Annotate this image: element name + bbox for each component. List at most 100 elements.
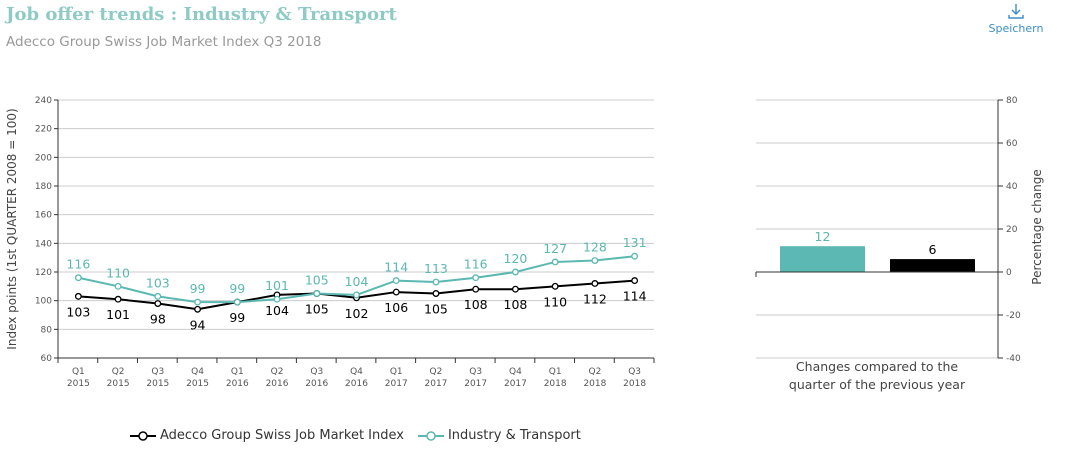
x-tick-label: Q2 bbox=[112, 367, 125, 377]
data-label: 131 bbox=[623, 235, 647, 250]
data-point bbox=[353, 291, 360, 299]
data-point bbox=[194, 298, 202, 306]
x-tick-label: Q3 bbox=[310, 367, 323, 377]
x-axis-label-line2: quarter of the previous year bbox=[789, 377, 966, 392]
x-tick-label-year: 2016 bbox=[305, 379, 328, 389]
x-axis-label-line1: Changes compared to the bbox=[796, 359, 958, 374]
data-point bbox=[154, 300, 162, 307]
data-point bbox=[631, 252, 639, 260]
data-point bbox=[392, 277, 400, 285]
data-label: 99 bbox=[190, 281, 206, 296]
bar bbox=[890, 259, 975, 272]
data-label: 101 bbox=[265, 278, 289, 293]
data-label: 102 bbox=[345, 306, 369, 321]
legend-marker-index bbox=[130, 430, 156, 441]
x-tick-label: Q4 bbox=[509, 367, 522, 377]
data-label: 116 bbox=[66, 257, 90, 272]
data-label: 103 bbox=[66, 304, 90, 319]
data-label: 99 bbox=[229, 281, 245, 296]
y-tick-label: 140 bbox=[35, 239, 52, 249]
x-tick-label-year: 2017 bbox=[385, 379, 408, 389]
data-point bbox=[154, 292, 162, 300]
y-tick-label: 220 bbox=[35, 125, 52, 135]
x-tick-label-year: 2015 bbox=[107, 379, 130, 389]
data-label: 112 bbox=[583, 291, 607, 306]
y-tick-label: -20 bbox=[1006, 311, 1021, 321]
data-point bbox=[194, 305, 202, 313]
data-label: 106 bbox=[384, 300, 408, 315]
data-label: 127 bbox=[543, 241, 567, 256]
y-tick-label: 80 bbox=[1006, 96, 1018, 106]
data-label: 98 bbox=[150, 312, 166, 327]
x-tick-label-year: 2016 bbox=[345, 379, 368, 389]
data-point bbox=[432, 278, 440, 286]
data-point bbox=[551, 258, 559, 266]
x-tick-label-year: 2017 bbox=[504, 379, 527, 389]
save-label: Speichern bbox=[988, 22, 1044, 35]
x-tick-label: Q1 bbox=[390, 367, 403, 377]
data-point bbox=[511, 268, 519, 276]
data-label: 104 bbox=[265, 303, 289, 318]
data-label: 104 bbox=[345, 274, 369, 289]
y-axis-label: Index points (1st QUARTER 2008 = 100) bbox=[5, 108, 19, 349]
x-tick-label: Q4 bbox=[191, 367, 204, 377]
legend: Adecco Group Swiss Job Market Index Indu… bbox=[130, 428, 581, 443]
data-label: 99 bbox=[229, 310, 245, 325]
x-tick-label: Q2 bbox=[271, 367, 284, 377]
y-tick-label: 160 bbox=[35, 211, 52, 221]
data-point bbox=[233, 298, 241, 306]
x-tick-label-year: 2016 bbox=[226, 379, 249, 389]
y-tick-label: 60 bbox=[1006, 139, 1018, 149]
x-tick-label: Q2 bbox=[430, 367, 443, 377]
data-label: 105 bbox=[305, 302, 329, 317]
data-label: 113 bbox=[424, 261, 448, 276]
y-tick-label: 0 bbox=[1006, 268, 1012, 278]
y-tick-label: 20 bbox=[1006, 225, 1018, 235]
data-label: 101 bbox=[106, 307, 130, 322]
legend-label: Industry & Transport bbox=[447, 428, 581, 443]
x-tick-label-year: 2017 bbox=[425, 379, 448, 389]
download-icon bbox=[1008, 4, 1024, 19]
save-button[interactable]: Speichern bbox=[984, 2, 1048, 35]
data-point bbox=[114, 282, 122, 290]
data-label: 116 bbox=[464, 257, 488, 272]
data-label: 110 bbox=[543, 294, 567, 309]
bar-label: 12 bbox=[815, 229, 831, 244]
x-tick-label: Q2 bbox=[588, 367, 601, 377]
x-tick-label: Q3 bbox=[469, 367, 482, 377]
legend-item-index[interactable]: Adecco Group Swiss Job Market Index bbox=[130, 428, 404, 443]
data-point bbox=[392, 288, 400, 296]
x-tick-label: Q3 bbox=[628, 367, 641, 377]
legend-item-industry[interactable]: Industry & Transport bbox=[417, 428, 581, 443]
data-label: 114 bbox=[384, 260, 408, 275]
data-point bbox=[313, 290, 321, 297]
y-tick-label: 80 bbox=[41, 325, 53, 335]
x-tick-label: Q1 bbox=[231, 367, 244, 377]
data-point bbox=[591, 280, 599, 287]
y-tick-label: 60 bbox=[41, 354, 53, 364]
data-point bbox=[74, 292, 82, 300]
data-label: 103 bbox=[146, 275, 170, 290]
x-tick-label: Q1 bbox=[72, 367, 85, 377]
data-label: 105 bbox=[424, 302, 448, 317]
data-label: 120 bbox=[504, 251, 528, 266]
y-tick-label: 120 bbox=[35, 268, 52, 278]
y-tick-label: 40 bbox=[1006, 182, 1018, 192]
data-label: 114 bbox=[623, 289, 647, 304]
data-point bbox=[273, 295, 281, 303]
y-tick-label: 100 bbox=[35, 297, 52, 307]
page-title: Job offer trends : Industry & Transport bbox=[6, 4, 397, 25]
y-tick-label: -40 bbox=[1006, 354, 1021, 364]
x-tick-label-year: 2016 bbox=[266, 379, 289, 389]
data-label: 94 bbox=[190, 317, 206, 332]
data-point bbox=[472, 274, 480, 282]
x-tick-label-year: 2017 bbox=[464, 379, 487, 389]
x-tick-label-year: 2015 bbox=[186, 379, 209, 389]
x-tick-label-year: 2015 bbox=[67, 379, 90, 389]
data-label: 108 bbox=[464, 297, 488, 312]
data-point bbox=[432, 290, 440, 297]
data-point bbox=[472, 285, 480, 293]
bar-label: 6 bbox=[929, 242, 937, 257]
x-tick-label-year: 2018 bbox=[623, 379, 646, 389]
